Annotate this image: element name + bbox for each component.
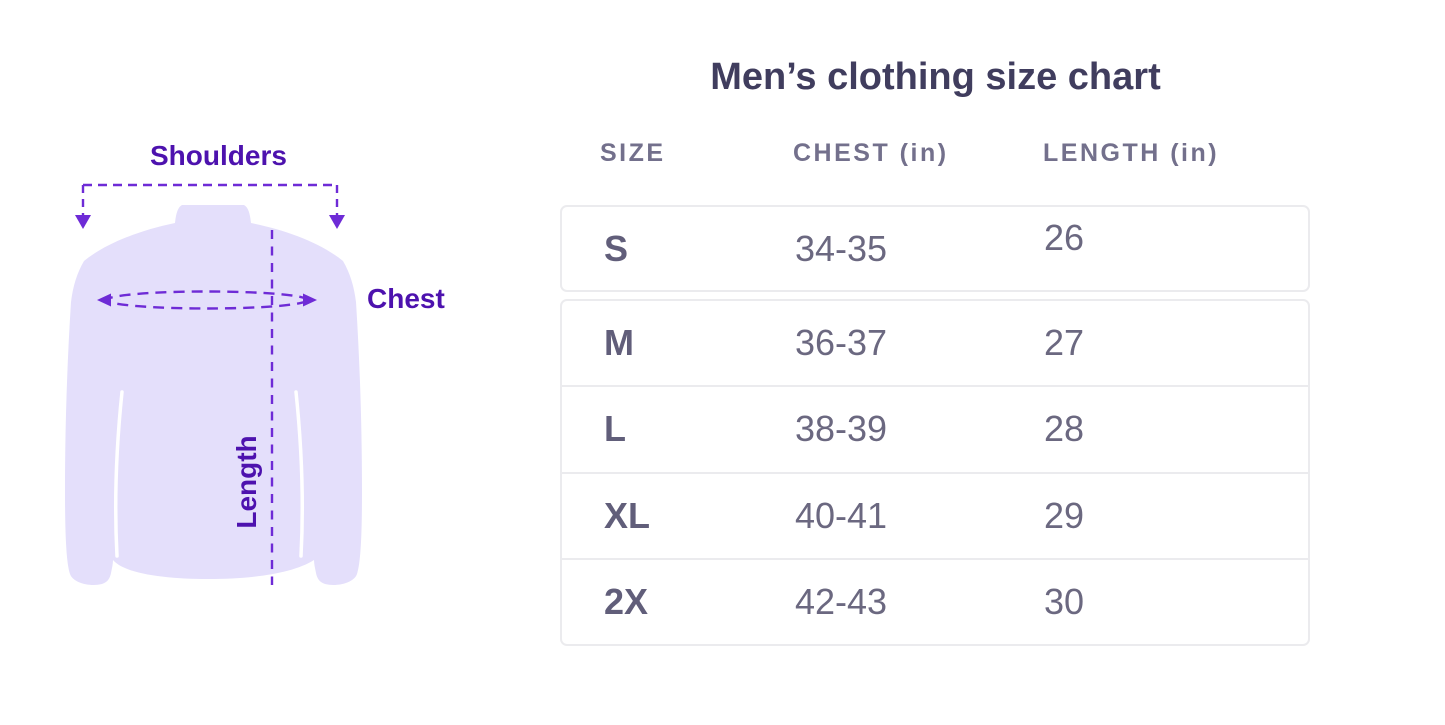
cell-size: 2X bbox=[604, 580, 649, 622]
table-header: SIZE CHEST (in) LENGTH (in) bbox=[560, 139, 1311, 167]
cell-chest: 42-43 bbox=[795, 580, 888, 622]
cell-length: 28 bbox=[1044, 408, 1085, 450]
arrow-down-left-icon bbox=[75, 215, 91, 229]
cell-length: 29 bbox=[1044, 494, 1085, 536]
right-sleeve-gap bbox=[294, 390, 304, 558]
cell-chest: 34-35 bbox=[795, 227, 888, 269]
table-row: L 38-39 28 bbox=[562, 385, 1308, 471]
arrow-right-icon bbox=[303, 293, 317, 307]
left-sleeve-gap bbox=[114, 390, 124, 558]
shirt-body bbox=[65, 205, 362, 585]
column-header-chest: CHEST (in) bbox=[793, 139, 949, 167]
table-row-group-first: S 34-35 26 bbox=[560, 205, 1310, 292]
cell-size: XL bbox=[604, 494, 651, 536]
cell-chest: 40-41 bbox=[795, 494, 888, 536]
table-row: M 36-37 27 bbox=[562, 301, 1308, 385]
cell-length: 30 bbox=[1044, 580, 1085, 622]
shoulders-label: Shoulders bbox=[150, 140, 287, 171]
cell-length: 26 bbox=[1044, 216, 1085, 258]
cell-size: M bbox=[604, 322, 634, 364]
cell-size: L bbox=[604, 408, 626, 450]
cell-length: 27 bbox=[1044, 322, 1085, 364]
column-header-size: SIZE bbox=[600, 139, 666, 167]
length-label: Length bbox=[231, 435, 262, 529]
arrow-left-icon bbox=[97, 293, 111, 307]
table-row: 2X 42-43 30 bbox=[562, 557, 1308, 644]
table-row: XL 40-41 29 bbox=[562, 471, 1308, 558]
cell-chest: 36-37 bbox=[795, 322, 888, 364]
column-header-length: LENGTH (in) bbox=[1043, 139, 1220, 167]
chest-label: Chest bbox=[367, 283, 445, 314]
table-row-group-rest: M 36-37 27 L 38-39 28 XL 40-41 29 2X 42-… bbox=[560, 299, 1310, 646]
table-row: S 34-35 26 bbox=[562, 207, 1308, 290]
page-title: Men’s clothing size chart bbox=[710, 56, 1161, 98]
arrow-down-right-icon bbox=[329, 215, 345, 229]
shirt-illustration bbox=[65, 183, 362, 585]
cell-size: S bbox=[604, 227, 629, 269]
cell-chest: 38-39 bbox=[795, 408, 888, 450]
